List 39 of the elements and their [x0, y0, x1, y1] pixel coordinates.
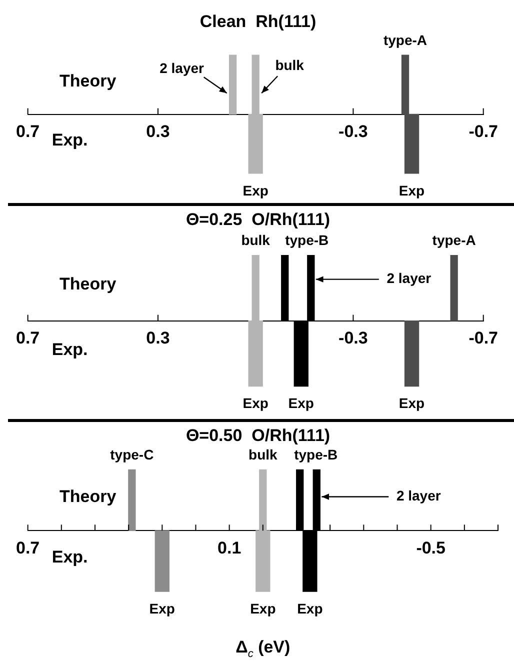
- annotation: Exp: [398, 395, 425, 412]
- annotation: Exp: [149, 600, 175, 616]
- annotation: bulk: [248, 446, 278, 463]
- x-tick-label: 0.7: [16, 328, 40, 348]
- annotation: Exp: [288, 395, 314, 412]
- annotation: Exp.: [52, 130, 88, 150]
- x-tick-label: -0.5: [416, 538, 446, 558]
- annotation: type-B: [285, 232, 329, 248]
- annotation: type-A: [432, 232, 476, 248]
- x-tick-label: 0.7: [16, 122, 40, 142]
- chart-title: Clean Rh(111): [200, 12, 316, 31]
- annotation: bulk: [275, 56, 304, 73]
- annotation: Exp: [297, 600, 323, 616]
- annotation: Theory: [59, 71, 117, 90]
- x-tick-label: 0.3: [146, 122, 170, 142]
- annotation: Theory: [59, 486, 117, 506]
- annotation: 2 layer: [386, 270, 432, 286]
- annotation: Exp: [242, 182, 268, 198]
- x-tick-label: -0.3: [338, 122, 368, 142]
- x-tick-label: 0.7: [16, 538, 40, 558]
- annotation: Exp.: [52, 548, 88, 567]
- x-tick-label: 0.1: [218, 538, 242, 558]
- annotation: type-A: [383, 32, 428, 48]
- annotation: Exp.: [52, 340, 88, 359]
- annotation: Exp: [250, 600, 276, 616]
- annotation: 2 layer: [396, 488, 442, 504]
- annotation: Exp: [242, 395, 268, 412]
- annotation: 2 layer: [160, 60, 205, 76]
- x-tick-label: 0.3: [146, 328, 170, 348]
- chart-title: Θ=0.25 O/Rh(111): [186, 210, 330, 229]
- chart-title: Θ=0.50 O/Rh(111): [186, 426, 330, 445]
- x-tick-label: -0.7: [468, 122, 498, 142]
- annotation: bulk: [241, 232, 270, 248]
- x-tick-label: -0.3: [338, 328, 368, 348]
- annotation: Theory: [59, 274, 117, 294]
- x-tick-label: -0.7: [468, 328, 498, 348]
- annotation: Exp: [398, 182, 425, 198]
- annotation: type-C: [110, 446, 154, 463]
- annotation: type-B: [294, 446, 338, 463]
